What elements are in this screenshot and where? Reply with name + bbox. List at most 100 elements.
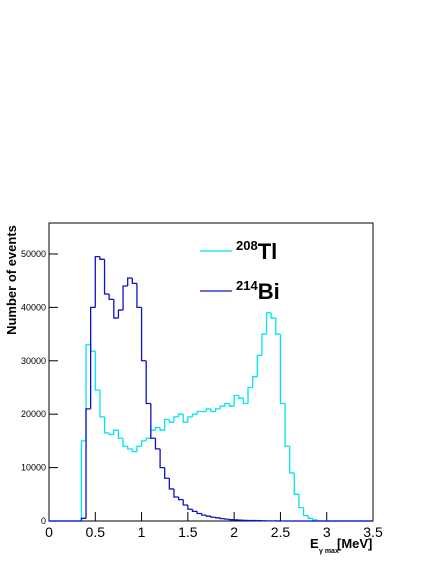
histogram-bin xyxy=(238,395,244,399)
histogram-bin xyxy=(122,438,128,447)
x-tick-label: 3.5 xyxy=(363,524,383,540)
y-axis-label: Number of events xyxy=(4,225,19,335)
histogram-bin xyxy=(113,429,119,435)
y-tick-label: 50000 xyxy=(21,249,46,259)
histogram-bin xyxy=(159,427,165,431)
histogram-bin xyxy=(168,478,174,490)
histogram-bin xyxy=(205,408,211,412)
y-tick-label: 20000 xyxy=(21,409,46,419)
histogram-bin xyxy=(247,386,253,404)
histogram-bin xyxy=(164,467,170,479)
x-tick-label: 0 xyxy=(45,524,53,540)
x-axis-label-main: E xyxy=(310,536,319,551)
histogram-bin xyxy=(173,488,179,498)
histogram-bin xyxy=(224,402,230,407)
histogram-bin xyxy=(187,504,193,510)
histogram-bin xyxy=(210,408,216,413)
histogram-bin xyxy=(131,448,137,453)
histogram-bin xyxy=(182,414,188,423)
histogram-bin xyxy=(99,256,105,260)
histogram-bin xyxy=(94,255,100,308)
histogram-bin xyxy=(242,398,249,405)
histogram-bin xyxy=(140,307,147,362)
legend-label: 214Bi xyxy=(236,278,280,304)
histogram-bin xyxy=(117,430,124,439)
histogram-bin xyxy=(219,517,225,520)
histogram-bin xyxy=(131,278,137,284)
x-tick-label: 1.5 xyxy=(178,524,198,540)
y-tick-label: 10000 xyxy=(21,463,46,473)
histogram-bin xyxy=(196,410,202,415)
histogram-bin xyxy=(187,416,193,423)
histogram-bin xyxy=(201,513,207,516)
histogram-bin xyxy=(80,440,87,521)
histogram-bin xyxy=(168,419,174,423)
histogram-bin xyxy=(154,426,161,431)
x-axis-label-sub: γ max xyxy=(319,548,339,555)
histogram-bin xyxy=(312,518,318,521)
histogram-bin xyxy=(159,448,165,469)
histogram-bin xyxy=(205,515,211,517)
histogram-bin xyxy=(177,496,184,501)
histogram-bin xyxy=(279,334,286,405)
histogram-bin xyxy=(99,390,105,418)
histogram-bin xyxy=(228,519,235,521)
histogram-bin xyxy=(302,507,309,517)
x-axis-label-unit: [MeV] xyxy=(337,536,372,551)
plot-frame xyxy=(48,222,374,522)
histogram-bin xyxy=(85,408,91,519)
histogram-bin xyxy=(214,517,221,519)
histogram-bin xyxy=(140,440,147,447)
histogram-bin xyxy=(90,344,96,352)
histogram-bin xyxy=(177,413,184,417)
histogram-bin xyxy=(94,351,100,391)
histogram-bin xyxy=(145,360,151,405)
histogram-bin xyxy=(252,376,258,388)
histogram-bin xyxy=(224,518,230,520)
histogram-bin xyxy=(293,472,299,495)
y-tick-label: 30000 xyxy=(21,356,46,366)
legend-label: 208Tl xyxy=(236,238,277,264)
histogram-bin xyxy=(173,416,179,423)
histogram-bin xyxy=(154,438,161,450)
histogram-bin xyxy=(122,285,128,311)
x-tick-label: 1 xyxy=(138,524,146,540)
histogram-bin xyxy=(284,403,290,447)
x-tick-label: 2.5 xyxy=(271,524,291,540)
histogram-bin xyxy=(150,429,156,439)
histogram-bin xyxy=(108,294,114,301)
histogram-bin xyxy=(298,494,304,509)
histogram-bin xyxy=(265,312,272,335)
histogram-bin xyxy=(127,446,133,450)
histogram-bin xyxy=(210,516,216,518)
histogram-bin xyxy=(182,499,188,506)
histogram-bin xyxy=(228,403,235,407)
y-tick-label: 0 xyxy=(41,516,46,526)
histogram-bin xyxy=(150,403,156,439)
histogram-bin xyxy=(136,283,142,309)
histogram-bin xyxy=(103,416,110,434)
histogram-bin xyxy=(164,418,170,431)
histogram-bin xyxy=(127,277,133,287)
histogram-bin xyxy=(196,511,202,515)
histogram-bin xyxy=(117,309,124,319)
histogram-bin xyxy=(191,413,198,417)
histogram-bin xyxy=(108,432,114,436)
histogram-bin xyxy=(113,299,119,319)
histogram-bin xyxy=(307,515,313,519)
histogram-bin xyxy=(261,333,267,356)
x-tick-label: 2 xyxy=(230,524,238,540)
histogram-bin xyxy=(90,306,96,409)
histogram-bin xyxy=(214,408,221,412)
histogram-bin xyxy=(136,445,142,452)
histogram-bin xyxy=(85,344,91,441)
histogram-bin xyxy=(289,446,295,474)
histogram-bin xyxy=(270,312,276,319)
x-tick-label: 0.5 xyxy=(86,524,106,540)
y-tick-label: 40000 xyxy=(21,302,46,312)
histogram-bin xyxy=(275,318,281,335)
histogram-bin xyxy=(80,517,87,521)
histogram-bin xyxy=(103,259,110,295)
histogram-bin xyxy=(219,405,225,409)
